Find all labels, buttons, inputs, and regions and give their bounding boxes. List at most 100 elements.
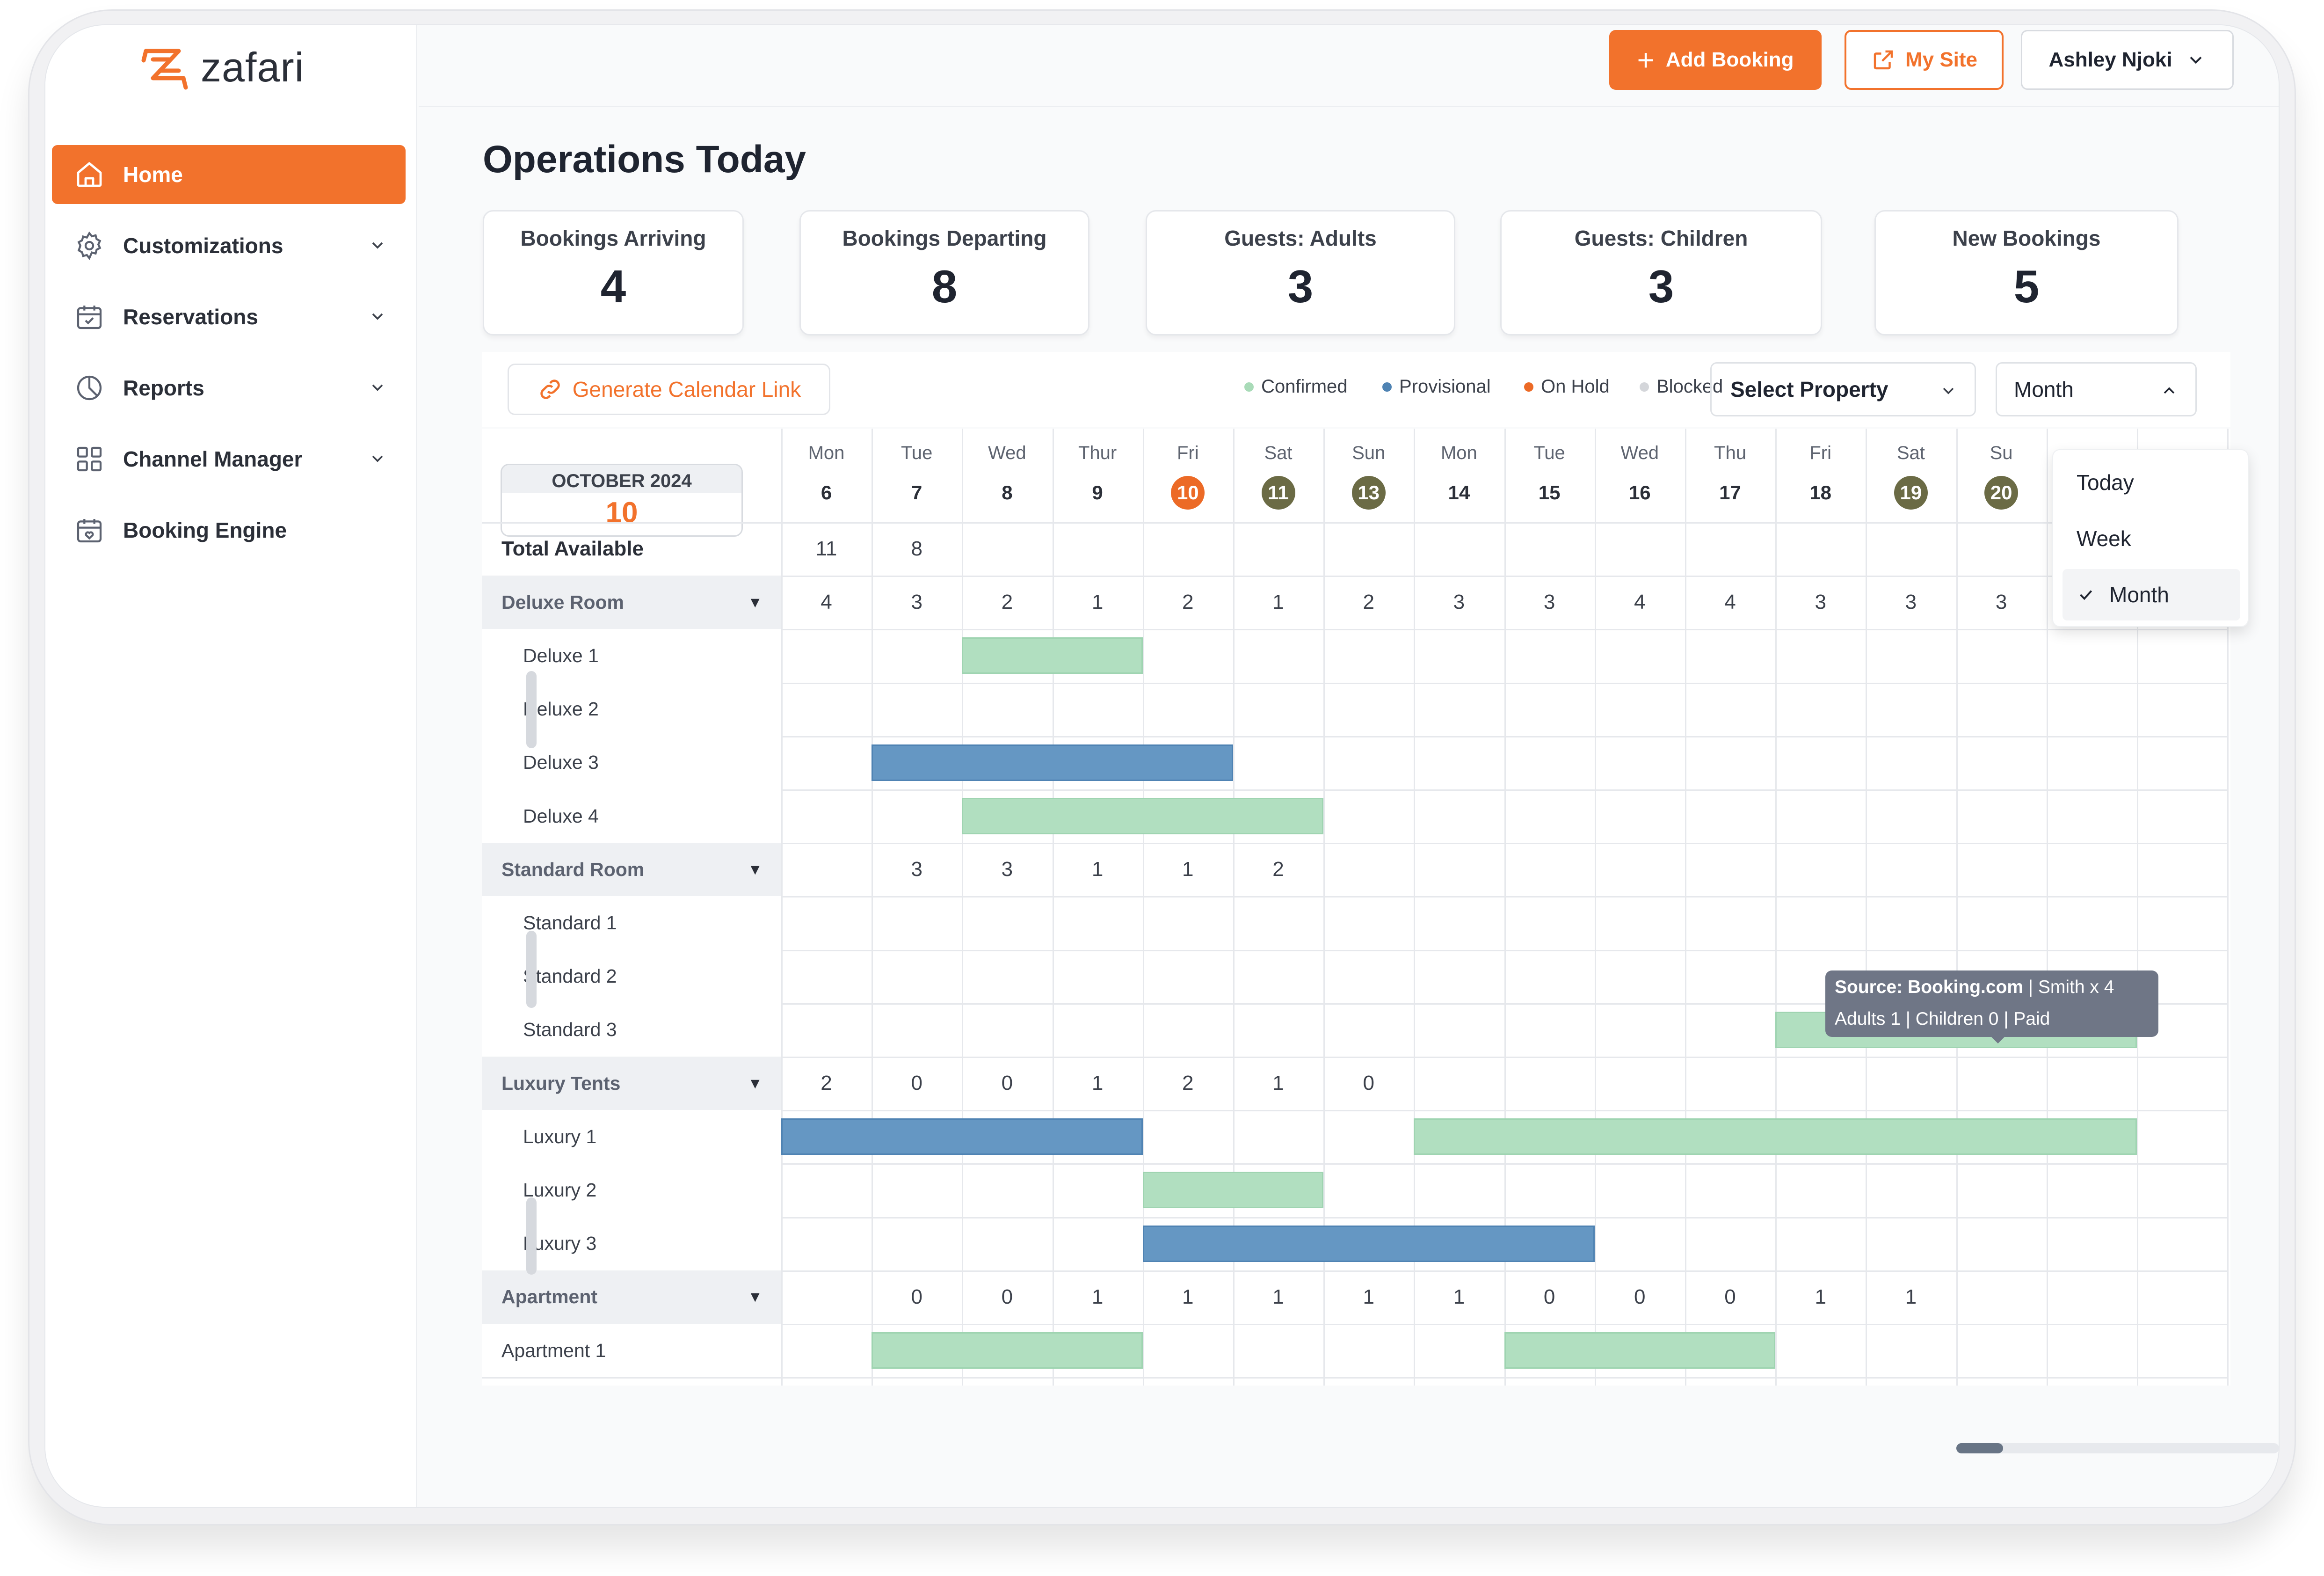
day-name: Su <box>1990 443 2013 463</box>
availability-count: 1 <box>1182 1285 1194 1308</box>
app-window: zafari Home Customizations Reservations <box>44 24 2280 1508</box>
external-link-icon <box>1874 50 1893 70</box>
booking-bar-confirmed[interactable] <box>1504 1332 1776 1369</box>
gear-icon <box>71 227 108 264</box>
room-group-header[interactable]: Deluxe Room ▼ <box>482 576 781 629</box>
calendar-check-icon <box>71 298 108 336</box>
collapse-triangle-icon[interactable]: ▼ <box>748 861 763 878</box>
day-header[interactable]: Mon 6 <box>781 429 872 522</box>
availability-count: 0 <box>1001 1285 1013 1308</box>
availability-count: 1 <box>1453 1285 1465 1308</box>
view-mode-dropdown[interactable]: Month <box>1996 362 2197 416</box>
stat-card-new-bookings[interactable]: New Bookings 5 <box>1874 210 2179 336</box>
day-header[interactable]: Wed 16 <box>1595 429 1685 522</box>
day-header[interactable]: Sat 11 <box>1233 429 1323 522</box>
availability-count: 4 <box>1724 591 1736 614</box>
availability-count: 1 <box>1091 1285 1104 1308</box>
room-row-label[interactable]: Standard 1 <box>482 896 781 950</box>
booking-bar-confirmed[interactable] <box>962 637 1143 674</box>
sidebar-item-home[interactable]: Home <box>52 145 406 204</box>
sidebar-item-reports[interactable]: Reports <box>52 358 406 417</box>
chevron-down-icon <box>372 313 383 320</box>
group-scroll-grip[interactable] <box>526 931 537 1008</box>
availability-count: 0 <box>1724 1285 1736 1308</box>
grid-column-line <box>781 429 783 1386</box>
room-row-label[interactable]: Luxury 1 <box>482 1110 781 1164</box>
view-option-today[interactable]: Today <box>2077 470 2134 495</box>
day-name: Mon <box>808 443 845 463</box>
view-option-week[interactable]: Week <box>2077 526 2131 551</box>
generate-calendar-link-button[interactable]: Generate Calendar Link <box>508 364 830 415</box>
booking-bar-confirmed[interactable] <box>872 1332 1143 1369</box>
day-header[interactable]: Su 20 <box>1956 429 2047 522</box>
collapse-triangle-icon[interactable]: ▼ <box>748 1288 763 1306</box>
collapse-triangle-icon[interactable]: ▼ <box>748 1074 763 1092</box>
availability-count: 3 <box>1453 591 1465 614</box>
day-number: 7 <box>911 482 922 503</box>
day-header[interactable]: Thur 9 <box>1053 429 1143 522</box>
availability-count: 0 <box>911 1072 922 1094</box>
sidebar-item-label: Channel Manager <box>123 447 303 471</box>
room-group-header[interactable]: Luxury Tents ▼ <box>482 1057 781 1110</box>
availability-count: 4 <box>821 591 832 614</box>
availability-count: 1 <box>1091 858 1104 881</box>
availability-count: 3 <box>1995 591 2007 614</box>
day-header[interactable]: Sun 13 <box>1323 429 1414 522</box>
room-row-label[interactable]: Apartment 1 <box>482 1324 781 1377</box>
grid-row-line <box>482 682 2228 684</box>
day-number: 8 <box>1002 482 1013 503</box>
day-header[interactable]: Tue 15 <box>1504 429 1595 522</box>
day-number: 20 <box>1984 476 2019 510</box>
app-name: zafari <box>201 44 305 90</box>
add-booking-button[interactable]: + Add Booking <box>1609 30 1822 90</box>
availability-count: 8 <box>911 537 922 560</box>
my-site-button[interactable]: My Site <box>1845 30 2004 90</box>
user-menu-button[interactable]: Ashley Njoki <box>2021 30 2234 90</box>
collapse-triangle-icon[interactable]: ▼ <box>748 593 763 611</box>
booking-bar-confirmed[interactable] <box>1142 1172 1324 1209</box>
day-header[interactable]: Tue 7 <box>872 429 962 522</box>
stat-card-children[interactable]: Guests: Children 3 <box>1500 210 1822 336</box>
group-scroll-grip[interactable] <box>526 671 537 748</box>
booking-bar-provisional[interactable] <box>872 744 1233 781</box>
select-property-dropdown[interactable]: Select Property <box>1710 362 1976 416</box>
scrollbar-thumb[interactable] <box>1956 1443 2003 1453</box>
sidebar-item-reservations[interactable]: Reservations <box>52 287 406 346</box>
grid-row-line <box>482 1377 2228 1379</box>
day-header[interactable]: Fri 18 <box>1775 429 1866 522</box>
availability-count: 2 <box>1182 1072 1194 1094</box>
grid-row-line <box>482 522 2228 524</box>
check-icon <box>2079 590 2092 600</box>
room-group-header[interactable]: Standard Room ▼ <box>482 843 781 897</box>
room-row-label[interactable]: Standard 3 <box>482 1003 781 1057</box>
group-scroll-grip[interactable] <box>526 1197 537 1275</box>
view-option-month[interactable]: Month <box>2063 569 2240 620</box>
booking-bar-confirmed[interactable] <box>1414 1118 2137 1155</box>
sidebar-item-customizations[interactable]: Customizations <box>52 216 406 275</box>
availability-count: 1 <box>1363 1285 1374 1308</box>
availability-count: 3 <box>1905 591 1917 614</box>
sidebar-item-channel-manager[interactable]: Channel Manager <box>52 430 406 489</box>
booking-bar-provisional[interactable] <box>781 1118 1143 1155</box>
day-header[interactable]: Mon 14 <box>1414 429 1504 522</box>
grid-column-line <box>962 429 964 1386</box>
booking-bar-confirmed[interactable] <box>962 798 1324 834</box>
stat-card-departing[interactable]: Bookings Departing 8 <box>799 210 1089 336</box>
day-number: 10 <box>1171 476 1205 510</box>
sidebar-item-label: Home <box>123 162 183 187</box>
sidebar-item-booking-engine[interactable]: Booking Engine <box>52 501 406 560</box>
day-header[interactable]: Wed 8 <box>962 429 1052 522</box>
room-group-header[interactable]: Apartment ▼ <box>482 1270 781 1324</box>
day-header[interactable]: Sat 19 <box>1866 429 1956 522</box>
day-header[interactable]: Fri 10 <box>1143 429 1233 522</box>
stat-card-adults[interactable]: Guests: Adults 3 <box>1146 210 1455 336</box>
chevron-down-icon <box>1943 387 1954 394</box>
room-row-label[interactable]: Deluxe 4 <box>482 789 781 843</box>
day-header[interactable]: Thu 17 <box>1685 429 1775 522</box>
horizontal-scrollbar[interactable] <box>1956 1443 2279 1453</box>
stat-card-arriving[interactable]: Bookings Arriving 4 <box>483 210 744 336</box>
booking-bar-provisional[interactable] <box>1142 1225 1595 1262</box>
home-icon <box>71 156 108 193</box>
booking-calendar-grid: OCTOBER 2024 10 Mon 6 Tue 7 Wed 8 Thur 9 Fri 10 Sa… <box>482 429 2230 1386</box>
grid-column-line <box>1142 429 1144 1386</box>
